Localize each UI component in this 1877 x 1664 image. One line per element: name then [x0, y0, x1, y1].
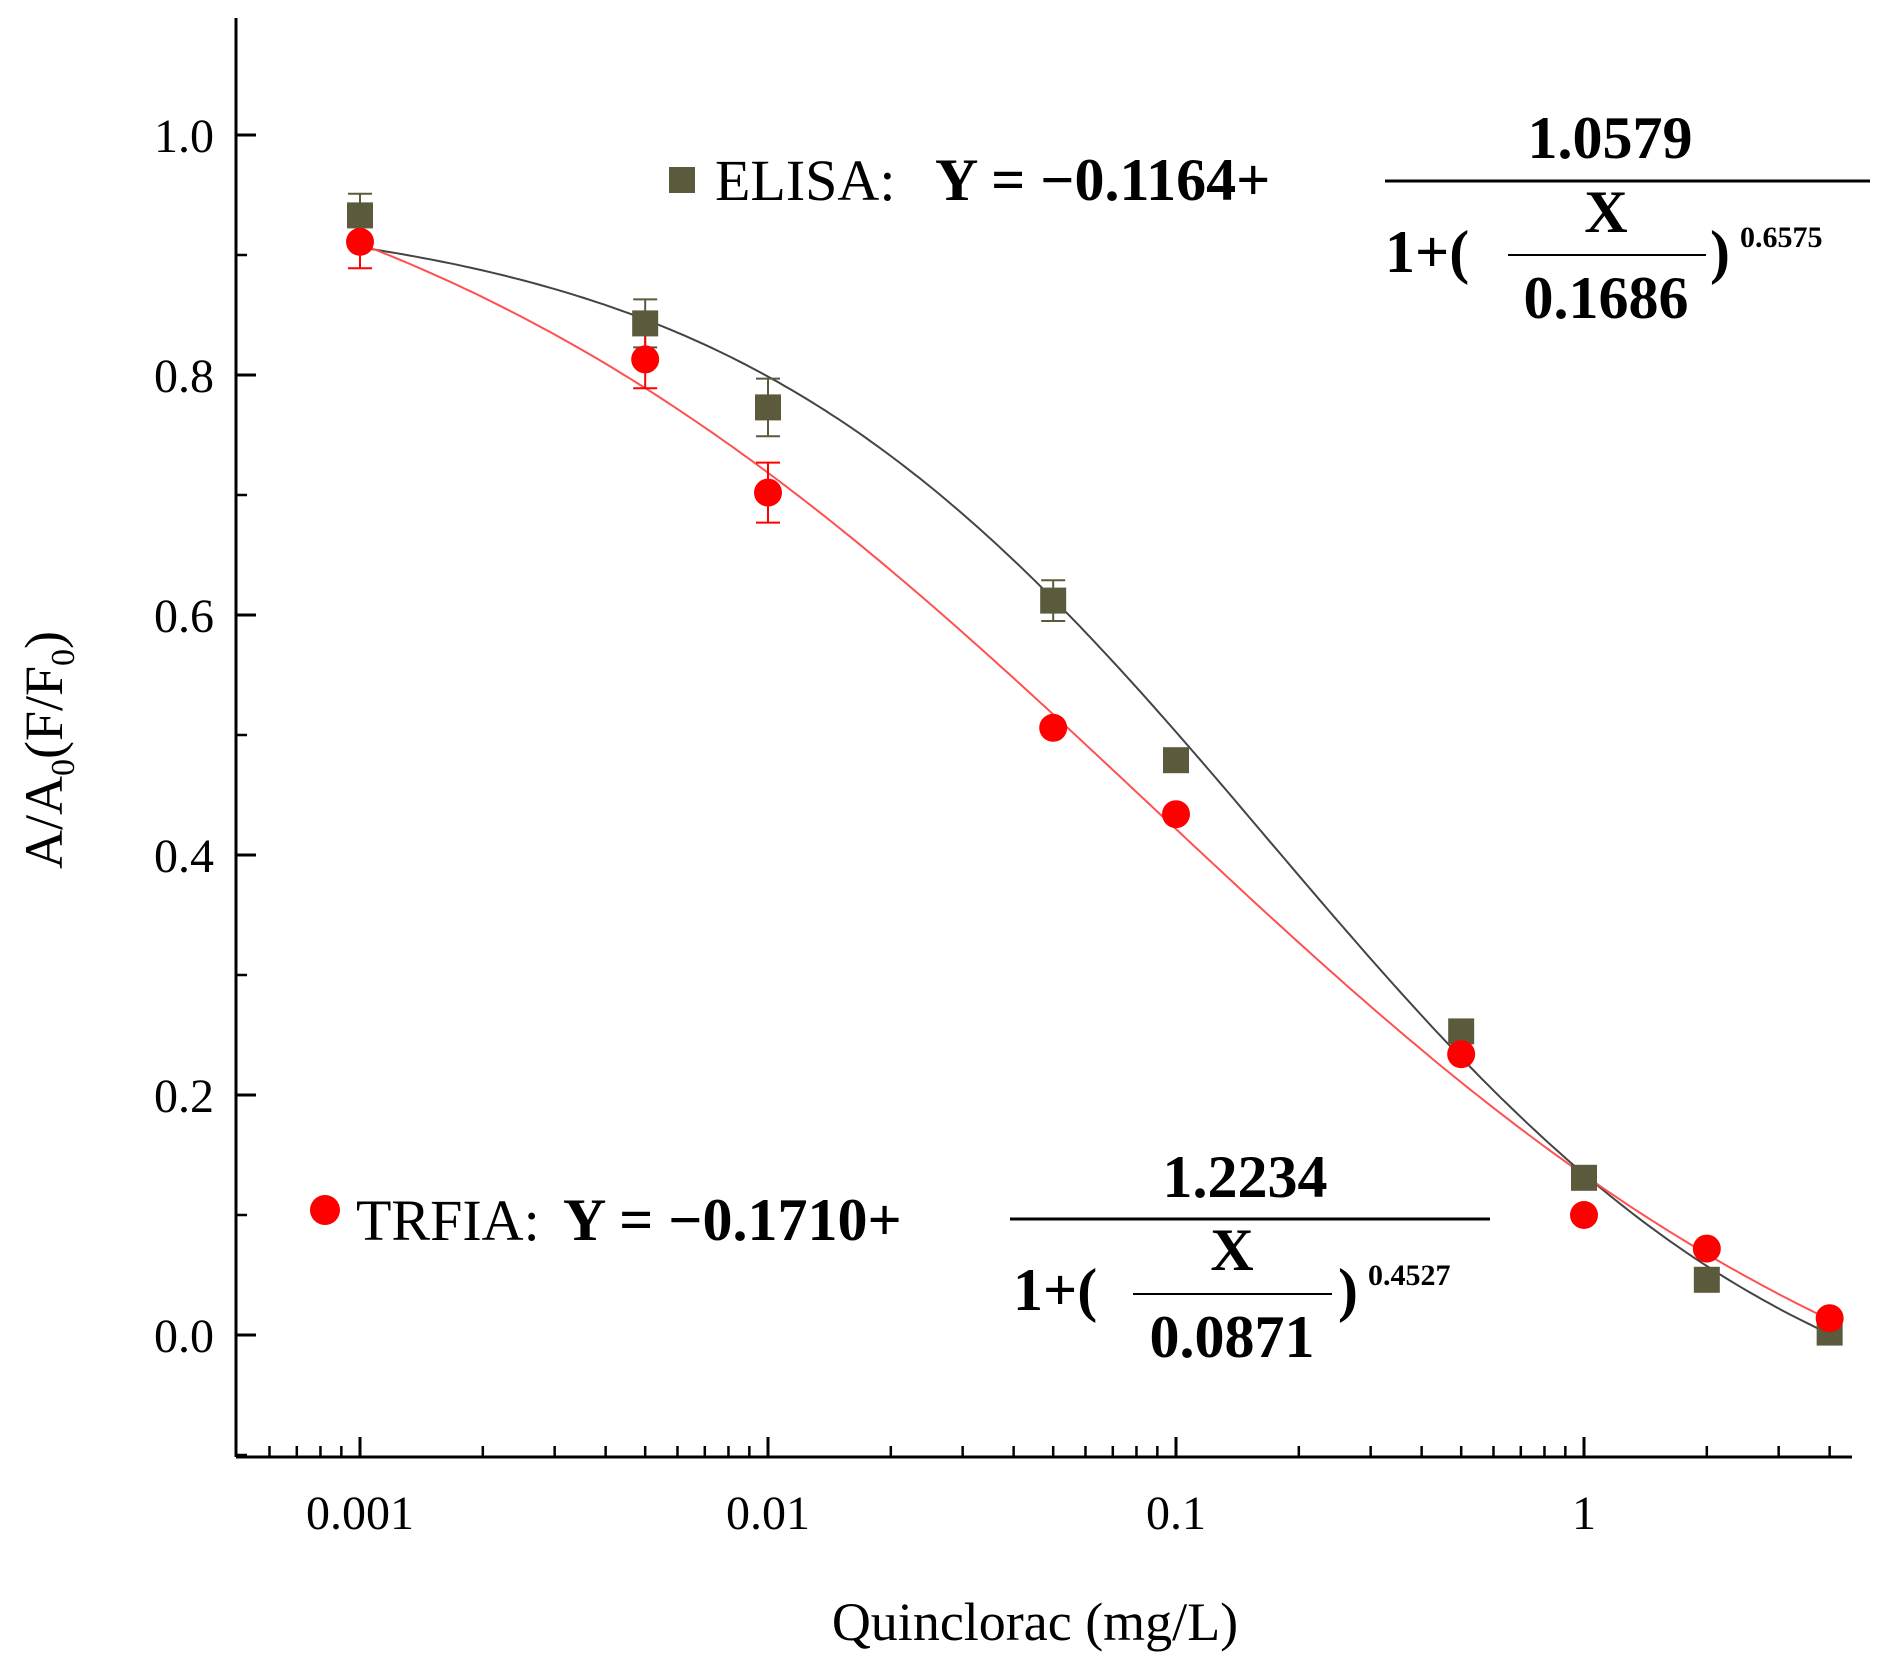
- x-axis-title: Quinclorac (mg/L): [832, 1592, 1238, 1652]
- trfia-fit-curve: [356, 241, 1831, 1321]
- elisa-data-point: [1693, 1266, 1720, 1293]
- y-axis-title-sub0: 0: [45, 759, 82, 776]
- trfia-legend-label: TRFIA:: [356, 1188, 540, 1253]
- y-tick-label: 0.8: [154, 350, 214, 403]
- x-tick-label: 0.01: [726, 1487, 810, 1540]
- trfia-equation-one-plus: 1+(: [1013, 1257, 1097, 1323]
- trfia-equation-exponent: 0.4527: [1368, 1259, 1451, 1292]
- trfia-data-point: [1447, 1040, 1476, 1069]
- elisa-legend-label: ELISA:: [715, 148, 895, 213]
- y-axis-title-mid: (F/F: [14, 666, 74, 759]
- trfia-data-point: [1162, 800, 1190, 829]
- trfia-data-point: [1570, 1201, 1598, 1229]
- x-tick-label: 1: [1572, 1487, 1596, 1540]
- y-axis-title-sub1: 0: [45, 649, 82, 666]
- y-axis-title-end: ): [14, 631, 74, 649]
- trfia-data-point: [754, 478, 782, 507]
- trfia-legend-equation: TRFIA: Y = −0.1710+ 1.2234 1+( X 0.0871 …: [310, 1144, 1490, 1370]
- x-tick-label: 0.001: [306, 1487, 414, 1540]
- elisa-equation-lhs: Y = −0.1164+: [935, 147, 1270, 213]
- elisa-equation-close: ): [1710, 219, 1730, 285]
- elisa-data-point: [1163, 747, 1189, 774]
- elisa-legend-marker: [669, 167, 695, 193]
- y-tick-label: 0.4: [154, 830, 214, 883]
- y-tick-label: 1.0: [154, 110, 214, 163]
- y-tick-label: 0.0: [154, 1310, 214, 1363]
- trfia-equation-lhs: Y = −0.1710+: [563, 1187, 902, 1253]
- trfia-equation-close: ): [1338, 1257, 1358, 1323]
- elisa-data-point: [755, 394, 781, 421]
- trfia-equation-numerator: 1.2234: [1163, 1144, 1328, 1210]
- trfia-equation-x0: 0.0871: [1150, 1304, 1315, 1370]
- fit-curves: [356, 241, 1831, 1335]
- elisa-equation-x: X: [1584, 179, 1627, 245]
- elisa-equation-numerator: 1.0579: [1528, 105, 1693, 171]
- elisa-data-point: [1571, 1164, 1597, 1191]
- y-tick-label: 0.2: [154, 1070, 214, 1123]
- trfia-data-point: [1039, 713, 1068, 742]
- data-points: [346, 202, 1844, 1346]
- elisa-equation-one-plus: 1+(: [1385, 219, 1469, 285]
- trfia-data-point: [1692, 1234, 1721, 1263]
- elisa-data-point: [347, 202, 373, 229]
- y-axis-ticks: 0.0 0.2 0.4 0.6 0.8 1.0: [154, 110, 256, 1457]
- x-axis-ticks: 0.001 0.01 0.1 1: [268, 1437, 1831, 1540]
- trfia-data-point: [631, 345, 660, 374]
- elisa-data-point: [1040, 587, 1067, 614]
- elisa-legend-equation: ELISA: Y = −0.1164+ 1.0579 1+( X 0.1686 …: [669, 105, 1870, 331]
- y-axis-title: A/A0(F/F0): [14, 631, 82, 869]
- trfia-data-point: [1815, 1304, 1844, 1333]
- elisa-data-point: [632, 310, 659, 337]
- trfia-equation-x: X: [1210, 1217, 1253, 1283]
- trfia-data-point: [346, 227, 374, 256]
- trfia-legend-marker: [310, 1195, 340, 1225]
- error-bars: [348, 192, 1066, 622]
- elisa-equation-exponent: 0.6575: [1740, 221, 1823, 254]
- y-axis-title-main: A/A: [14, 776, 74, 869]
- x-tick-label: 0.1: [1146, 1487, 1206, 1540]
- elisa-equation-x0: 0.1686: [1524, 265, 1689, 331]
- elisa-data-point: [1448, 1018, 1475, 1045]
- elisa-fit-curve: [356, 245, 1831, 1335]
- y-tick-label: 0.6: [154, 590, 214, 643]
